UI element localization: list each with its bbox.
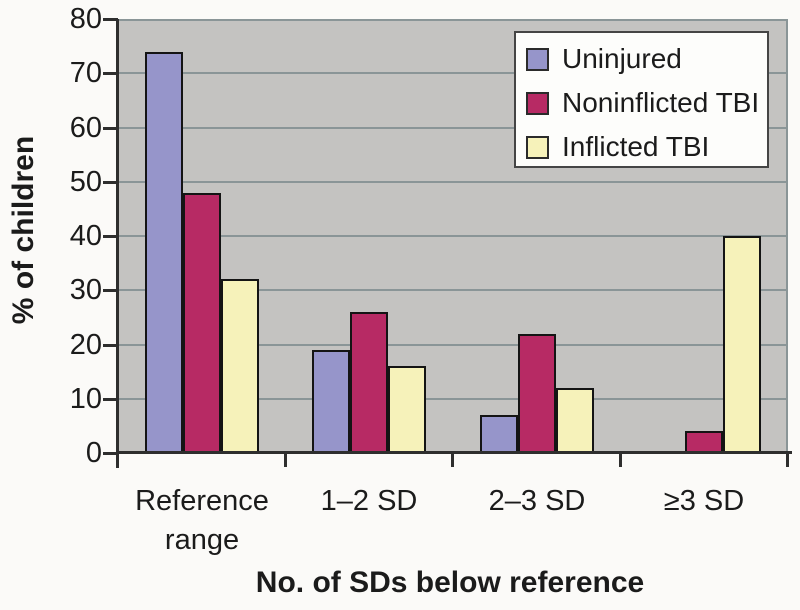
category-label-1-2-sd: 1–2 SD — [320, 485, 418, 517]
gridline-20 — [118, 344, 788, 346]
bar-noninflicted-tbi-cat3 — [685, 431, 723, 453]
legend-item-noninflicted-tbi: Noninflicted TBI — [526, 81, 767, 125]
plot-right-border — [786, 19, 788, 453]
legend-item-uninjured: Uninjured — [526, 37, 767, 81]
y-tick-label-10: 10 — [69, 383, 102, 415]
bar-inflicted-tbi-cat1 — [388, 366, 426, 453]
x-axis-title: No. of SDs below reference — [255, 566, 645, 599]
x-tick-mark-1 — [284, 452, 287, 467]
y-tick-label-0: 0 — [85, 437, 102, 469]
bar-uninjured-cat1 — [312, 350, 350, 453]
y-tick-mark-70 — [103, 72, 118, 75]
y-tick-mark-60 — [103, 127, 118, 130]
x-axis-line — [116, 451, 792, 454]
gridline-50 — [118, 181, 788, 183]
legend-swatch-noninflicted-tbi — [526, 91, 549, 115]
x-tick-mark-2 — [451, 452, 454, 467]
gridline-60 — [118, 127, 788, 129]
y-tick-label-40: 40 — [69, 220, 102, 252]
category-label-reference-range: Reference range — [135, 485, 269, 556]
y-tick-label-30: 30 — [69, 274, 102, 306]
y-tick-label-60: 60 — [69, 112, 102, 144]
y-tick-mark-20 — [103, 344, 118, 347]
y-tick-mark-10 — [103, 398, 118, 401]
bar-uninjured-cat2 — [480, 415, 518, 453]
legend-swatch-uninjured — [526, 47, 549, 71]
gridline-10 — [118, 398, 788, 400]
legend-item-inflicted-tbi: Inflicted TBI — [526, 125, 767, 169]
bar-noninflicted-tbi-cat1 — [350, 312, 388, 453]
gridline-70 — [118, 72, 788, 74]
bar-noninflicted-tbi-cat2 — [518, 334, 556, 453]
bar-inflicted-tbi-cat2 — [556, 388, 594, 453]
y-tick-label-50: 50 — [69, 166, 102, 198]
gridline-80 — [118, 19, 788, 21]
y-tick-label-70: 70 — [69, 57, 102, 89]
y-tick-mark-0 — [103, 452, 118, 455]
category-label-2-3-sd: 2–3 SD — [488, 485, 586, 517]
y-tick-mark-50 — [103, 181, 118, 184]
y-tick-mark-40 — [103, 235, 118, 238]
gridline-30 — [118, 289, 788, 291]
bar-noninflicted-tbi-cat0 — [183, 193, 221, 453]
legend: Uninjured Noninflicted TBI Inflicted TBI — [514, 31, 769, 168]
y-tick-mark-80 — [103, 18, 118, 21]
legend-label-noninflicted-tbi: Noninflicted TBI — [562, 87, 760, 118]
y-tick-label-80: 80 — [69, 3, 102, 35]
x-tick-mark-4 — [786, 452, 789, 467]
y-axis-line — [116, 19, 119, 468]
legend-label-uninjured: Uninjured — [562, 43, 682, 74]
y-tick-label-20: 20 — [69, 329, 102, 361]
category-label-ge3-sd: ≥3 SD — [663, 485, 745, 517]
bar-uninjured-cat0 — [145, 52, 183, 453]
y-tick-mark-30 — [103, 289, 118, 292]
bar-inflicted-tbi-cat0 — [221, 279, 259, 453]
gridline-40 — [118, 235, 788, 237]
x-tick-mark-3 — [619, 452, 622, 467]
bar-inflicted-tbi-cat3 — [723, 236, 761, 453]
legend-swatch-inflicted-tbi — [526, 135, 549, 159]
legend-label-inflicted-tbi: Inflicted TBI — [562, 131, 710, 162]
